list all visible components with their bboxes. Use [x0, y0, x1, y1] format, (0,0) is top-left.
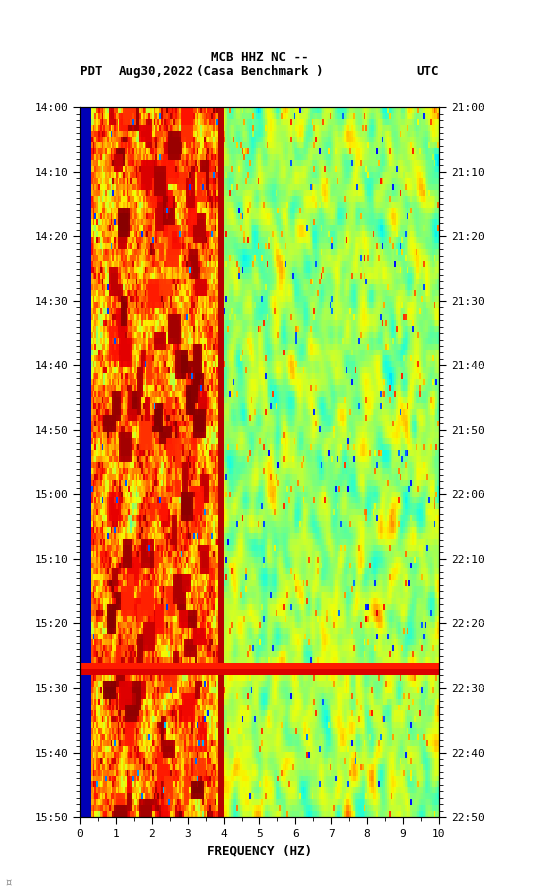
- Text: USGS: USGS: [19, 14, 65, 29]
- Text: (Casa Benchmark ): (Casa Benchmark ): [196, 65, 323, 78]
- Text: UTC: UTC: [416, 65, 439, 78]
- X-axis label: FREQUENCY (HZ): FREQUENCY (HZ): [207, 845, 312, 857]
- Text: PDT: PDT: [80, 65, 103, 78]
- Text: ¤: ¤: [6, 879, 12, 889]
- Text: Aug30,2022: Aug30,2022: [119, 65, 194, 78]
- Text: MCB HHZ NC --: MCB HHZ NC --: [211, 51, 308, 63]
